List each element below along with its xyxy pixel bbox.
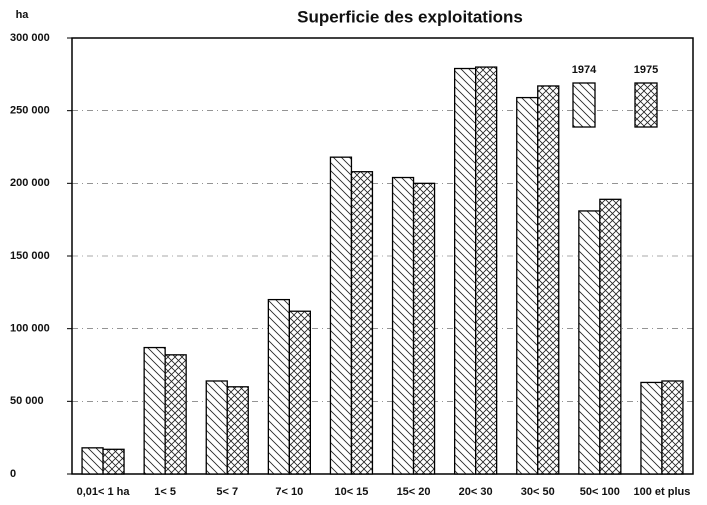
y-tick-label: 200 000: [10, 177, 50, 189]
legend-label: 1975: [634, 64, 658, 76]
y-axis-label: ha: [16, 9, 30, 21]
bar: [578, 210, 601, 475]
bar: [267, 298, 291, 475]
bar: [474, 66, 498, 475]
bar: [329, 156, 353, 475]
bar: [391, 176, 415, 475]
y-tick-label: 50 000: [10, 395, 44, 407]
bar: [81, 447, 104, 475]
bar: [661, 380, 684, 475]
bar: [350, 171, 374, 475]
x-tick-label: 15< 20: [397, 486, 431, 498]
y-tick-label: 100 000: [10, 323, 50, 335]
x-tick-label: 30< 50: [521, 486, 555, 498]
y-tick-label: 0: [10, 468, 16, 480]
bar: [288, 310, 312, 475]
legend-swatch: [634, 82, 658, 128]
bar: [537, 85, 560, 475]
x-tick-label: 10< 15: [334, 486, 368, 498]
x-tick-label: 5< 7: [216, 486, 238, 498]
x-tick-label: 1< 5: [154, 486, 176, 498]
bar: [226, 386, 249, 475]
chart-title: Superficie des exploitations: [297, 7, 523, 26]
bar: [164, 354, 187, 475]
x-tick-label: 0,01< 1 ha: [77, 486, 131, 498]
legend-swatch: [572, 82, 596, 128]
y-tick-label: 300 000: [10, 32, 50, 44]
y-tick-label: 250 000: [10, 105, 50, 117]
bar: [102, 448, 125, 475]
x-tick-label: 100 et plus: [634, 486, 691, 498]
y-tick-label: 150 000: [10, 250, 50, 262]
bar: [516, 96, 539, 475]
bar: [453, 67, 477, 475]
bar: [640, 381, 663, 475]
bar: [143, 346, 166, 475]
x-tick-label: 20< 30: [459, 486, 493, 498]
bar: [412, 182, 436, 475]
x-tick-label: 50< 100: [580, 486, 620, 498]
legend-label: 1974: [572, 64, 597, 76]
bar: [599, 198, 622, 475]
plot-frame: [71, 37, 694, 475]
x-tick-label: 7< 10: [275, 486, 303, 498]
bar: [205, 380, 228, 475]
